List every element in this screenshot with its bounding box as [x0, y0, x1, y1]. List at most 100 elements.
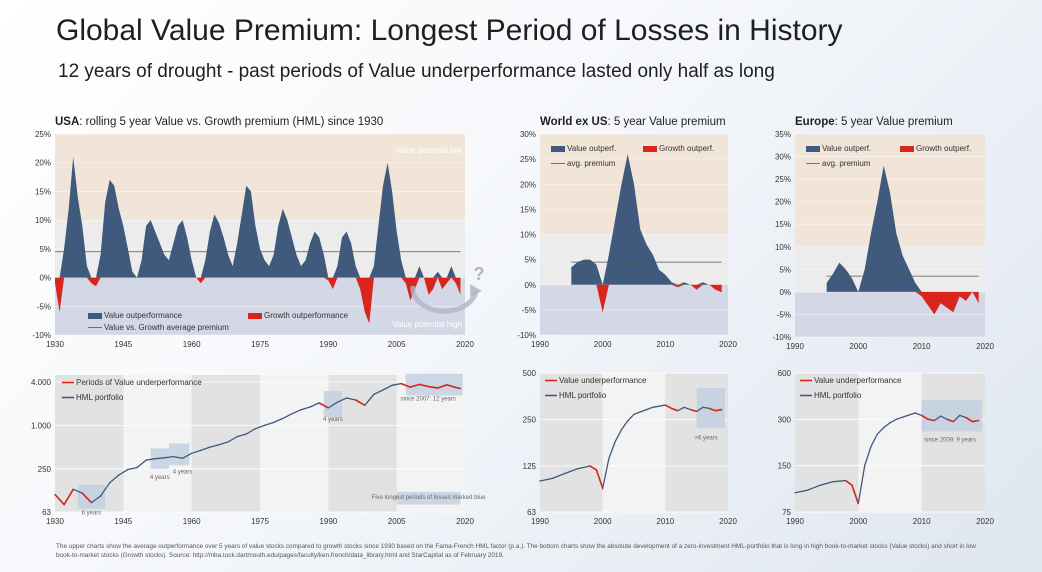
x-tick-label: 2020 [456, 340, 474, 349]
y-tick-label: 15% [775, 220, 791, 229]
x-tick-label: 2010 [656, 517, 674, 526]
y-tick-label: 250 [38, 465, 52, 474]
hml-point [863, 464, 866, 467]
x-tick-label: 2000 [849, 517, 867, 526]
x-tick-label: 1930 [46, 340, 64, 349]
legend-average-label: avg. premium [567, 159, 616, 168]
hml-point [702, 406, 704, 408]
usa_premium-plot: -10% -5% 0% 5% 10% 15% 20% 25% 1930 1945 1960 1975 1… [32, 130, 484, 349]
growth-outperformance-area [55, 277, 461, 324]
hml-point [652, 406, 654, 408]
hml-point [876, 433, 879, 435]
x-tick-label: 1990 [531, 340, 549, 349]
hml-point [576, 468, 579, 470]
y-tick-label: 25% [520, 155, 536, 164]
x-tick-label: 1960 [183, 517, 201, 526]
legend-hml-label: HML portfolio [814, 391, 862, 400]
x-tick-label: 1990 [531, 517, 549, 526]
hml-point [163, 457, 166, 459]
loss-period-label: since 2007: 12 years [401, 397, 456, 403]
legend-growth-swatch [248, 313, 262, 319]
hml-point [218, 444, 220, 446]
hml-point [145, 459, 147, 461]
y-tick-label: 15% [35, 187, 51, 196]
hml-point [272, 421, 275, 424]
underperformance-segment [54, 488, 74, 506]
hml-point [806, 489, 809, 491]
x-tick-label: 2020 [456, 517, 474, 526]
y-tick-label: -10% [517, 331, 536, 340]
hml-point [154, 458, 156, 460]
y-tick-label: 4.000 [31, 378, 52, 387]
hml-point [300, 409, 302, 411]
y-tick-label: 35% [775, 130, 791, 139]
decade-shade [921, 373, 985, 512]
legend-value-swatch [806, 146, 820, 152]
y-tick-label: 500 [523, 369, 537, 378]
y-tick-label: 30% [775, 153, 791, 162]
loss-period-label: since 2009: 9 years [924, 438, 976, 444]
x-tick-label: 1945 [114, 340, 132, 349]
x-tick-label: 2005 [388, 340, 406, 349]
hml-point [336, 401, 339, 403]
hml-point [245, 433, 248, 435]
x-tick-label: 2020 [719, 340, 737, 349]
growth-outperformance-area [571, 284, 722, 313]
legend-value-label: Value outperformance [104, 311, 183, 320]
europe_premium-plot: -10% -5% 0% 5% 10% 15% 20% 25% 30% 35% 1990 2000 201… [772, 130, 994, 351]
y-tick-label: 5% [779, 265, 791, 274]
value-outperformance-area [571, 154, 722, 285]
hml-point [291, 413, 293, 415]
legend-growth-label: Growth outperformance [264, 311, 349, 320]
x-tick-label: 1975 [251, 517, 269, 526]
legend-hml-label: HML portfolio [559, 391, 607, 400]
y-tick-label: 10% [35, 216, 51, 225]
hml-point [683, 406, 685, 408]
hml-point [645, 408, 648, 411]
value-outperformance-area [826, 165, 979, 292]
legend-value-label: Value outperf. [567, 144, 616, 153]
y-tick-label: 0% [39, 274, 51, 283]
hml-point [236, 435, 238, 438]
y-tick-label: 125 [523, 462, 537, 471]
loss-period-label: 4 years [323, 417, 343, 423]
hml-point [118, 474, 120, 476]
y-tick-label: 63 [527, 508, 536, 517]
hml-point [794, 492, 796, 494]
y-tick-label: -5% [777, 310, 791, 319]
usa-premium-title: USA: rolling 5 year Value vs. Growth pre… [55, 116, 383, 128]
world-premium-title: World ex US: 5 year Value premium [540, 116, 726, 128]
hml-point [627, 420, 629, 422]
world_premium-plot: -10% -5% 0% 5% 10% 15% 20% 25% 30% 1990 2000 2010 20… [517, 130, 737, 349]
x-tick-label: 2010 [656, 340, 674, 349]
hml-portfolio-line [54, 382, 461, 506]
x-tick-label: 2005 [388, 517, 406, 526]
y-tick-label: -10% [772, 333, 791, 342]
hml-point [99, 495, 102, 497]
y-tick-label: 600 [778, 369, 792, 378]
hml-point [382, 389, 384, 391]
zone-value-low [55, 134, 465, 221]
x-tick-label: 1945 [114, 517, 132, 526]
hml-point [200, 449, 202, 452]
loss-period-box [323, 390, 342, 418]
hml-point [832, 481, 834, 483]
legend-underperf-label: Value underperformance [814, 376, 902, 385]
y-tick-label: 10% [775, 243, 791, 252]
loss-period-label: 6 years [82, 511, 102, 517]
loss-period-box [405, 373, 463, 396]
y-tick-label: 25% [775, 175, 791, 184]
y-tick-label: 0% [524, 281, 536, 290]
legend-underperf-label: Value underperformance [559, 376, 647, 385]
underperformance-segment [400, 382, 461, 390]
page-subtitle: 12 years of drought - past periods of Va… [58, 61, 775, 82]
legend-hml-label: HML portfolio [76, 393, 124, 402]
underperformance-segment [921, 414, 935, 422]
hml-point [373, 393, 375, 395]
hml-point [190, 452, 193, 455]
loss-period-box [77, 484, 106, 509]
x-tick-label: 1990 [786, 517, 804, 526]
legend-average-label: Value vs. Growth average premium [104, 323, 229, 332]
